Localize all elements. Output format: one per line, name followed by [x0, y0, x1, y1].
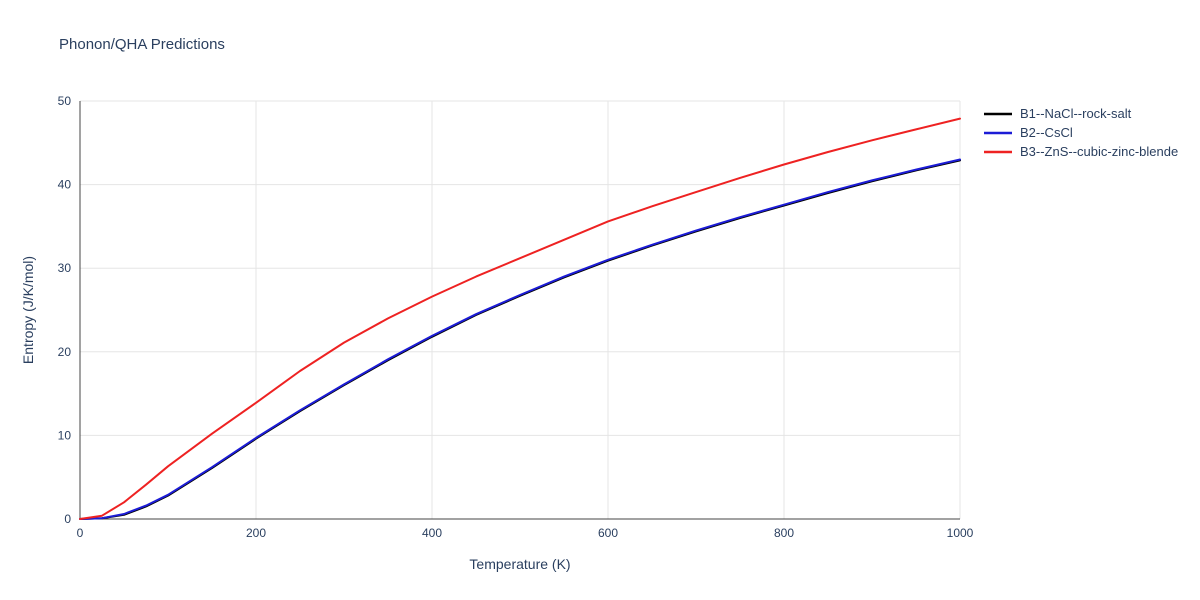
legend-line-swatch-b2	[984, 131, 1012, 134]
x-axis-title: Temperature (K)	[469, 556, 571, 572]
y-tick-label: 10	[58, 428, 72, 442]
legend-item-b1[interactable]: B1--NaCl--rock-salt	[983, 104, 1178, 123]
x-tick-label: 400	[422, 526, 442, 540]
legend: B1--NaCl--rock-salt B2--CsCl B3--ZnS--cu…	[983, 104, 1178, 161]
legend-label-b2: B2--CsCl	[1020, 125, 1073, 140]
y-tick-label: 30	[58, 261, 72, 275]
legend-line-swatch-b3	[984, 150, 1012, 153]
legend-item-b3[interactable]: B3--ZnS--cubic-zinc-blende	[983, 142, 1178, 161]
x-tick-label: 800	[774, 526, 794, 540]
y-tick-label: 20	[58, 345, 72, 359]
series-line-B1--NaCl--rock-salt	[79, 159, 961, 520]
series-line-B3--ZnS--cubic-zinc-blende	[79, 117, 961, 520]
legend-item-b2[interactable]: B2--CsCl	[983, 123, 1178, 142]
y-axis-title: Entropy (J/K/mol)	[20, 255, 36, 365]
legend-line-swatch-b1	[984, 112, 1012, 115]
legend-label-b3: B3--ZnS--cubic-zinc-blende	[1020, 144, 1179, 159]
y-tick-label: 40	[58, 178, 72, 192]
chart-title: Phonon/QHA Predictions	[59, 36, 225, 53]
x-tick-label: 200	[246, 526, 266, 540]
series-line-B2--CsCl	[79, 158, 961, 520]
legend-label-b1: B1--NaCl--rock-salt	[1020, 106, 1132, 121]
x-tick-label: 1000	[947, 526, 974, 540]
x-tick-label: 0	[77, 526, 84, 540]
x-tick-label: 600	[598, 526, 618, 540]
y-tick-label: 50	[58, 94, 72, 108]
y-tick-label: 0	[64, 512, 71, 526]
